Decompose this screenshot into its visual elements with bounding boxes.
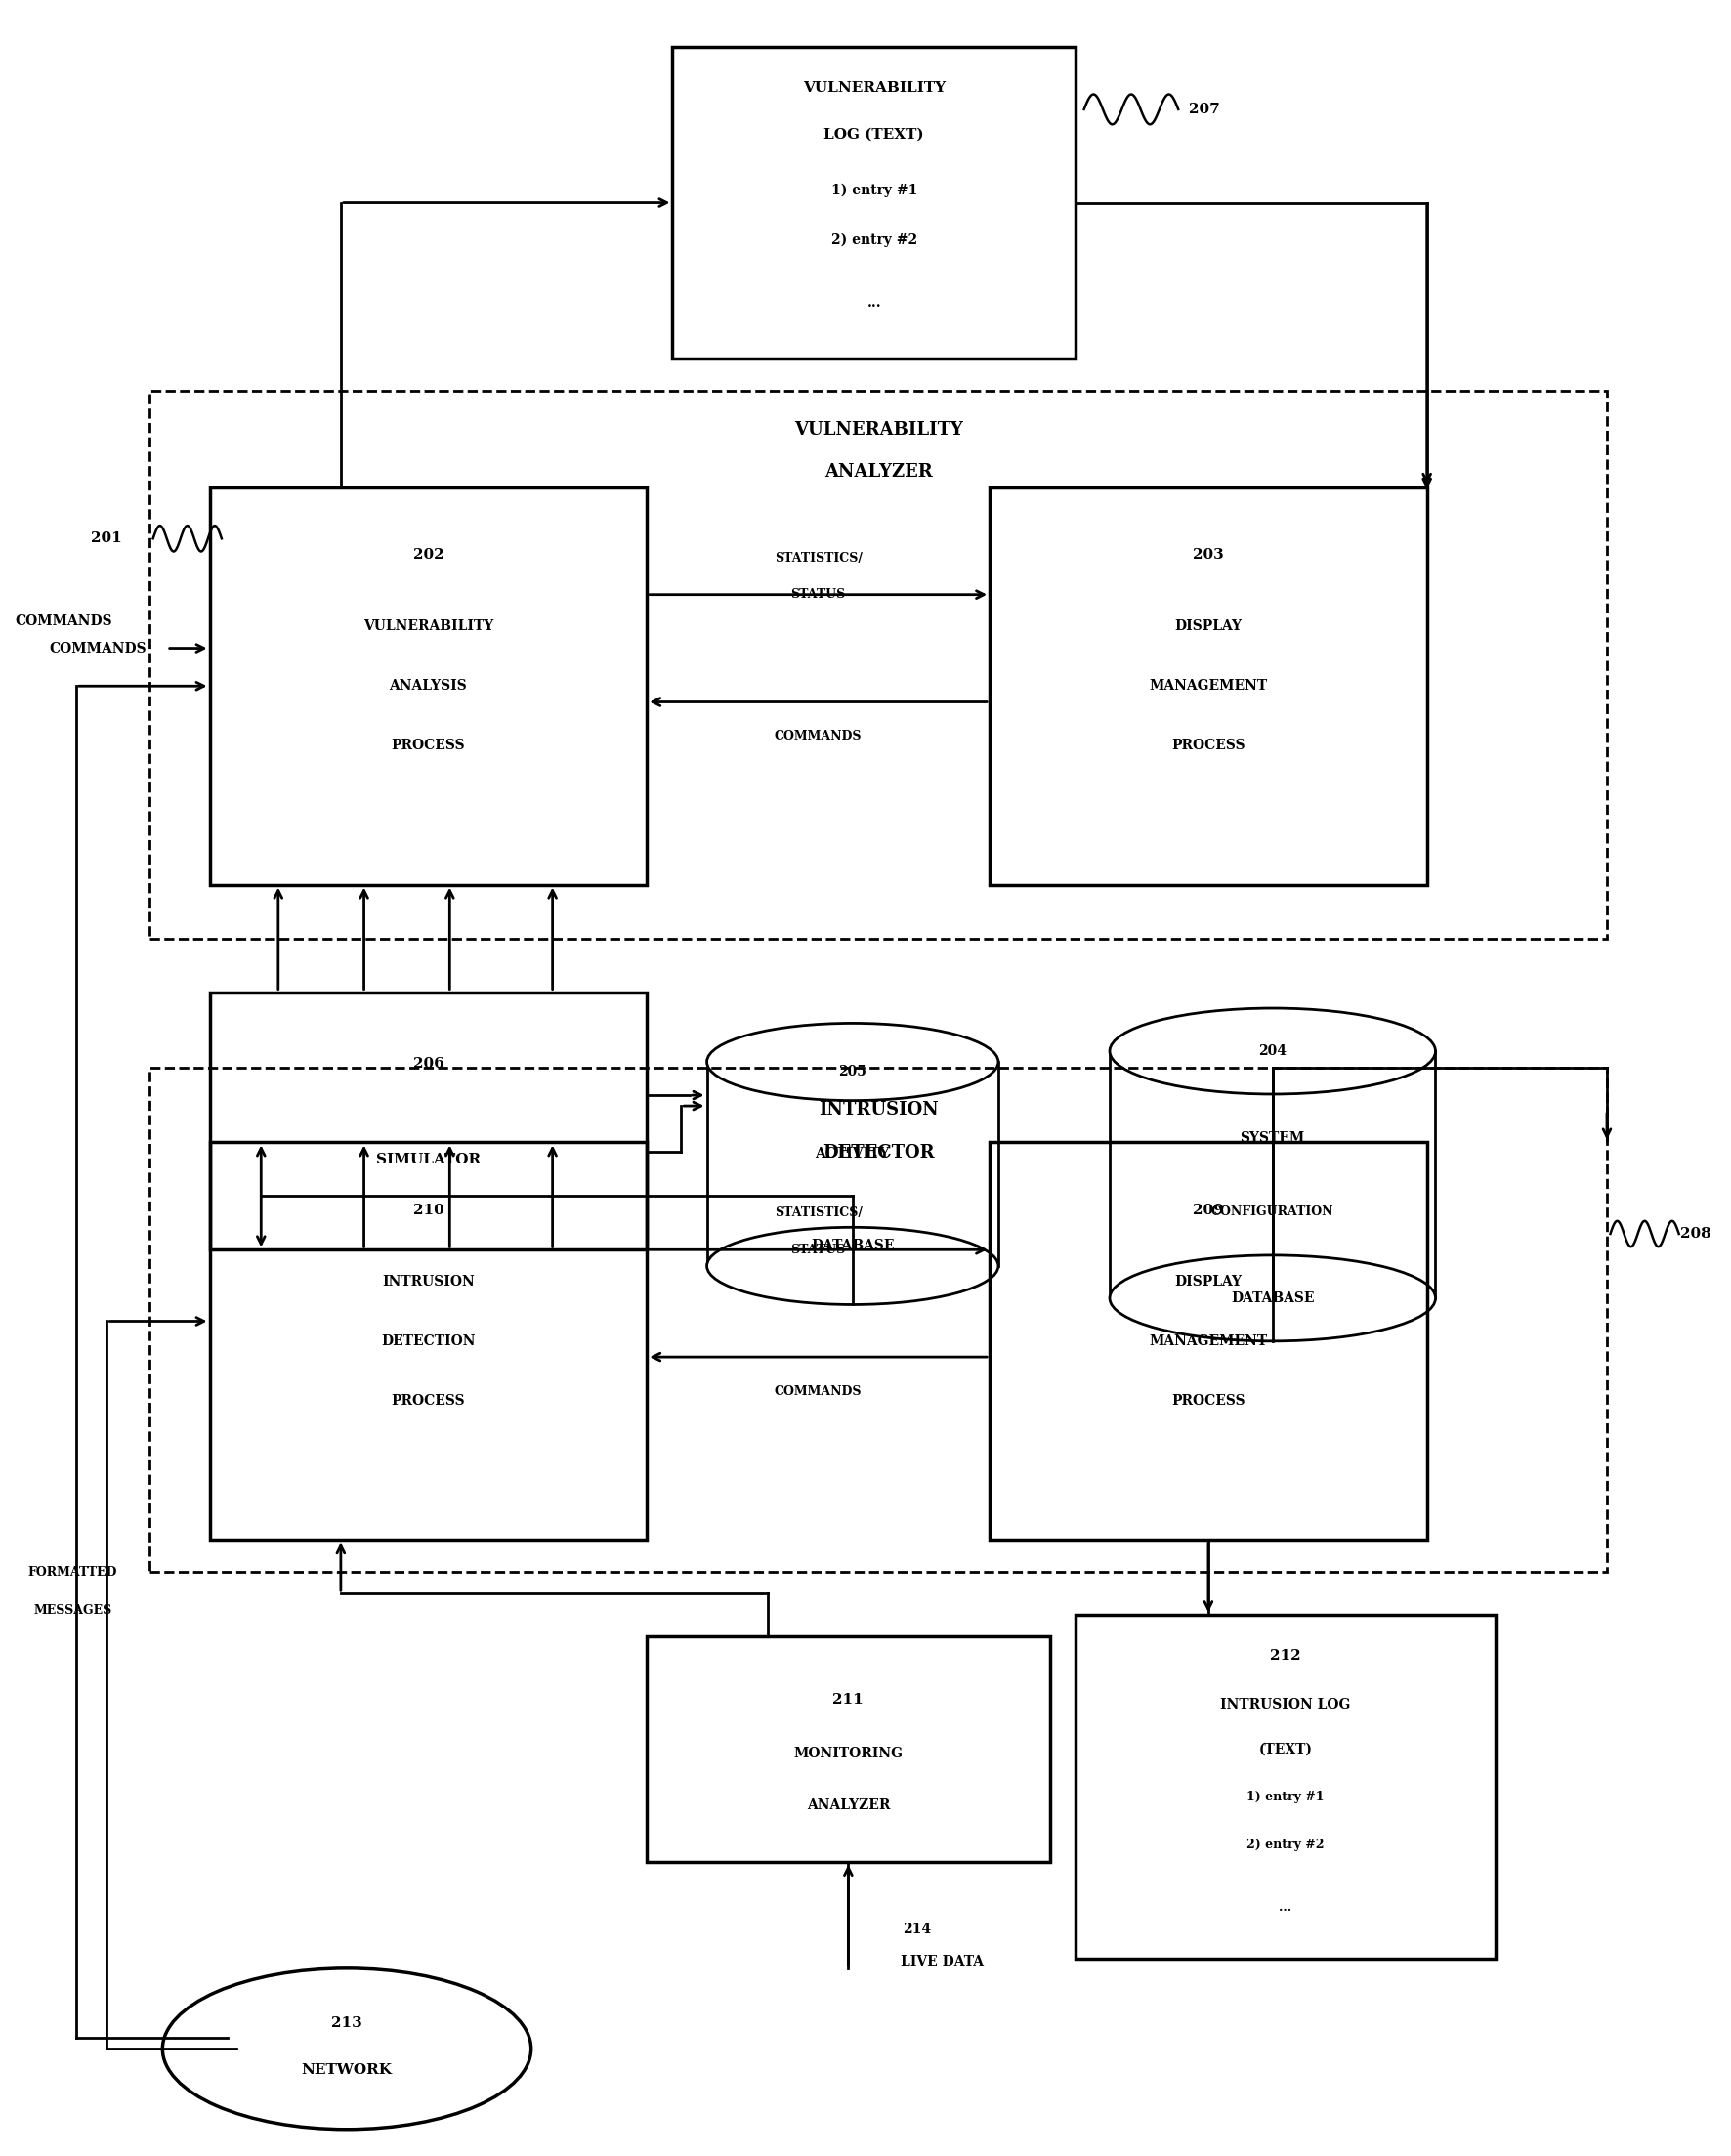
Text: COMMANDS: COMMANDS: [16, 614, 113, 627]
Text: PROCESS: PROCESS: [1172, 1395, 1245, 1408]
Text: 2) entry #2: 2) entry #2: [1246, 1839, 1324, 1852]
Bar: [647, 1636, 1049, 1863]
Text: NETWORK: NETWORK: [301, 2063, 393, 2076]
Text: DETECTOR: DETECTOR: [822, 1145, 935, 1162]
Text: INTRUSION LOG: INTRUSION LOG: [1220, 1697, 1350, 1712]
Text: ANALYZER: ANALYZER: [824, 464, 933, 481]
Text: 202: 202: [412, 548, 443, 563]
Text: COMMANDS: COMMANDS: [774, 731, 862, 742]
Text: 1) entry #1: 1) entry #1: [831, 183, 917, 198]
Text: INTRUSION: INTRUSION: [819, 1102, 938, 1119]
Text: LOG (TEXT): LOG (TEXT): [824, 127, 924, 140]
Bar: [1075, 1615, 1496, 1958]
Text: STATISTICS/: STATISTICS/: [774, 1207, 862, 1220]
Text: CONFIGURATION: CONFIGURATION: [1212, 1205, 1335, 1218]
Ellipse shape: [706, 1227, 999, 1304]
Text: DETECTION: DETECTION: [381, 1335, 476, 1348]
Text: 205: 205: [838, 1065, 867, 1078]
Bar: [149, 1067, 1606, 1572]
Text: DATABASE: DATABASE: [1231, 1291, 1314, 1304]
Bar: [1110, 1052, 1435, 1298]
Text: 209: 209: [1193, 1203, 1224, 1216]
Text: ...: ...: [867, 295, 881, 308]
Text: DATABASE: DATABASE: [810, 1240, 895, 1253]
Ellipse shape: [1110, 1009, 1435, 1093]
Text: DISPLAY: DISPLAY: [1175, 1274, 1243, 1289]
Text: VULNERABILITY: VULNERABILITY: [795, 420, 962, 438]
Text: 1) entry #1: 1) entry #1: [1246, 1792, 1324, 1802]
Text: FORMATTED: FORMATTED: [28, 1565, 118, 1578]
Text: SYSTEM: SYSTEM: [1239, 1130, 1305, 1145]
Text: 206: 206: [412, 1056, 443, 1072]
Text: MANAGEMENT: MANAGEMENT: [1149, 1335, 1267, 1348]
Bar: [149, 390, 1606, 938]
Text: COMMANDS: COMMANDS: [50, 640, 147, 655]
Text: MANAGEMENT: MANAGEMENT: [1149, 679, 1267, 692]
Text: 204: 204: [1258, 1044, 1286, 1059]
Text: ANALYSIS: ANALYSIS: [389, 679, 467, 692]
Ellipse shape: [163, 1968, 531, 2130]
Text: STATISTICS/: STATISTICS/: [774, 552, 862, 565]
Text: MONITORING: MONITORING: [793, 1746, 904, 1761]
Ellipse shape: [1110, 1255, 1435, 1341]
Text: DISPLAY: DISPLAY: [1175, 619, 1243, 634]
Bar: [673, 47, 1075, 358]
Bar: [706, 1063, 999, 1266]
Text: 201: 201: [92, 533, 123, 545]
Text: SIMULATOR: SIMULATOR: [376, 1153, 481, 1166]
Bar: [990, 1143, 1426, 1539]
Text: LIVE DATA: LIVE DATA: [902, 1955, 985, 1968]
Bar: [209, 992, 647, 1250]
Text: VULNERABILITY: VULNERABILITY: [364, 619, 493, 634]
Bar: [990, 487, 1426, 884]
Text: 212: 212: [1271, 1649, 1302, 1662]
Bar: [209, 487, 647, 884]
Text: PROCESS: PROCESS: [391, 740, 466, 752]
Text: 207: 207: [1189, 103, 1220, 116]
Text: PROCESS: PROCESS: [391, 1395, 466, 1408]
Text: STATUS: STATUS: [791, 1244, 846, 1257]
Text: 2) entry #2: 2) entry #2: [831, 233, 917, 248]
Text: MESSAGES: MESSAGES: [33, 1604, 113, 1617]
Text: VULNERABILITY: VULNERABILITY: [803, 80, 945, 95]
Text: 214: 214: [902, 1923, 931, 1936]
Text: INTRUSION: INTRUSION: [383, 1274, 474, 1289]
Text: 211: 211: [833, 1692, 864, 1705]
Text: 210: 210: [412, 1203, 443, 1216]
Text: ACTIVITY: ACTIVITY: [815, 1147, 890, 1160]
Ellipse shape: [706, 1024, 999, 1100]
Text: STATUS: STATUS: [791, 589, 846, 602]
Text: 208: 208: [1681, 1227, 1712, 1240]
Text: (TEXT): (TEXT): [1258, 1742, 1312, 1755]
Bar: [209, 1143, 647, 1539]
Text: 203: 203: [1193, 548, 1224, 563]
Text: ANALYZER: ANALYZER: [807, 1798, 890, 1813]
Text: COMMANDS: COMMANDS: [774, 1384, 862, 1397]
Text: PROCESS: PROCESS: [1172, 740, 1245, 752]
Text: ...: ...: [1279, 1902, 1291, 1912]
Text: 213: 213: [331, 2016, 362, 2031]
